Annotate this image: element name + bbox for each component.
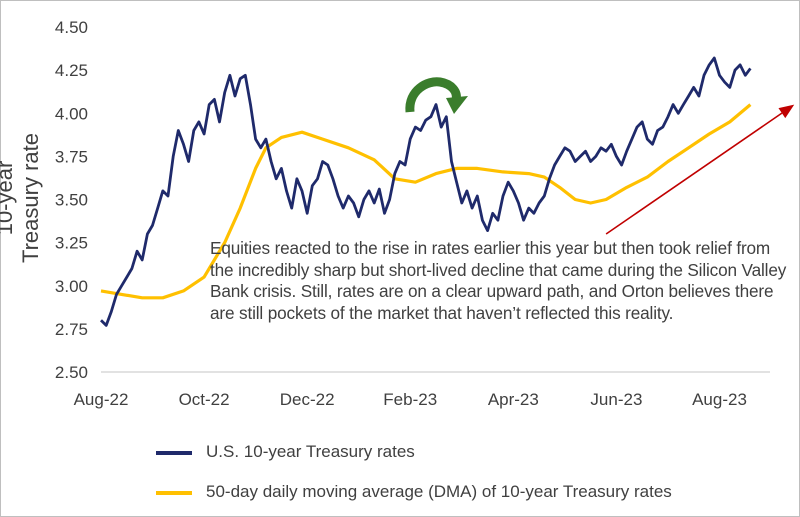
trend-arrow-head: [778, 104, 795, 119]
x-tick-label: Jun-23: [590, 390, 642, 409]
annotation-text: Equities reacted to the rise in rates ea…: [210, 238, 787, 323]
legend-label-dma: 50-day daily moving average (DMA) of 10-…: [206, 482, 672, 501]
trend-arrow-shaft: [605, 112, 783, 235]
y-tick-label: 3.25: [55, 234, 88, 253]
legend-swatch-rates: [156, 451, 192, 455]
x-tick-labels: Aug-22 Oct-22 Dec-22 Feb-23 Apr-23 Jun-23 Aug-…: [74, 390, 747, 409]
x-tick-label: Apr-23: [488, 390, 539, 409]
treasury-rate-series-line: [100, 56, 752, 327]
trend-arrow: [605, 104, 795, 235]
dma-series-line: [100, 103, 752, 300]
curved-arrow-icon: [405, 77, 468, 114]
curved-arrow-head: [446, 96, 468, 114]
curved-arrow-body: [405, 77, 461, 113]
y-tick-labels: 2.50 2.75 3.00 3.25 3.50 3.75 4.00 4.25 4.50: [55, 18, 88, 382]
x-tick-label: Aug-22: [74, 390, 129, 409]
legend-item-dma: 50-day daily moving average (DMA) of 10-…: [156, 478, 796, 508]
y-tick-label: 4.25: [55, 61, 88, 80]
legend-item-rates: U.S. 10-year Treasury rates: [156, 438, 796, 468]
legend-swatch-dma: [156, 491, 192, 495]
y-tick-label: 3.00: [55, 277, 88, 296]
y-tick-label: 4.00: [55, 104, 88, 123]
y-tick-label: 3.75: [55, 147, 88, 166]
x-tick-label: Aug-23: [692, 390, 747, 409]
x-tick-label: Feb-23: [383, 390, 437, 409]
x-tick-label: Dec-22: [280, 390, 335, 409]
y-tick-label: 4.50: [55, 18, 88, 37]
y-tick-label: 3.50: [55, 191, 88, 210]
y-tick-label: 2.50: [55, 363, 88, 382]
y-tick-label: 2.75: [55, 320, 88, 339]
x-tick-label: Oct-22: [179, 390, 230, 409]
legend-label-rates: U.S. 10-year Treasury rates: [206, 442, 415, 461]
